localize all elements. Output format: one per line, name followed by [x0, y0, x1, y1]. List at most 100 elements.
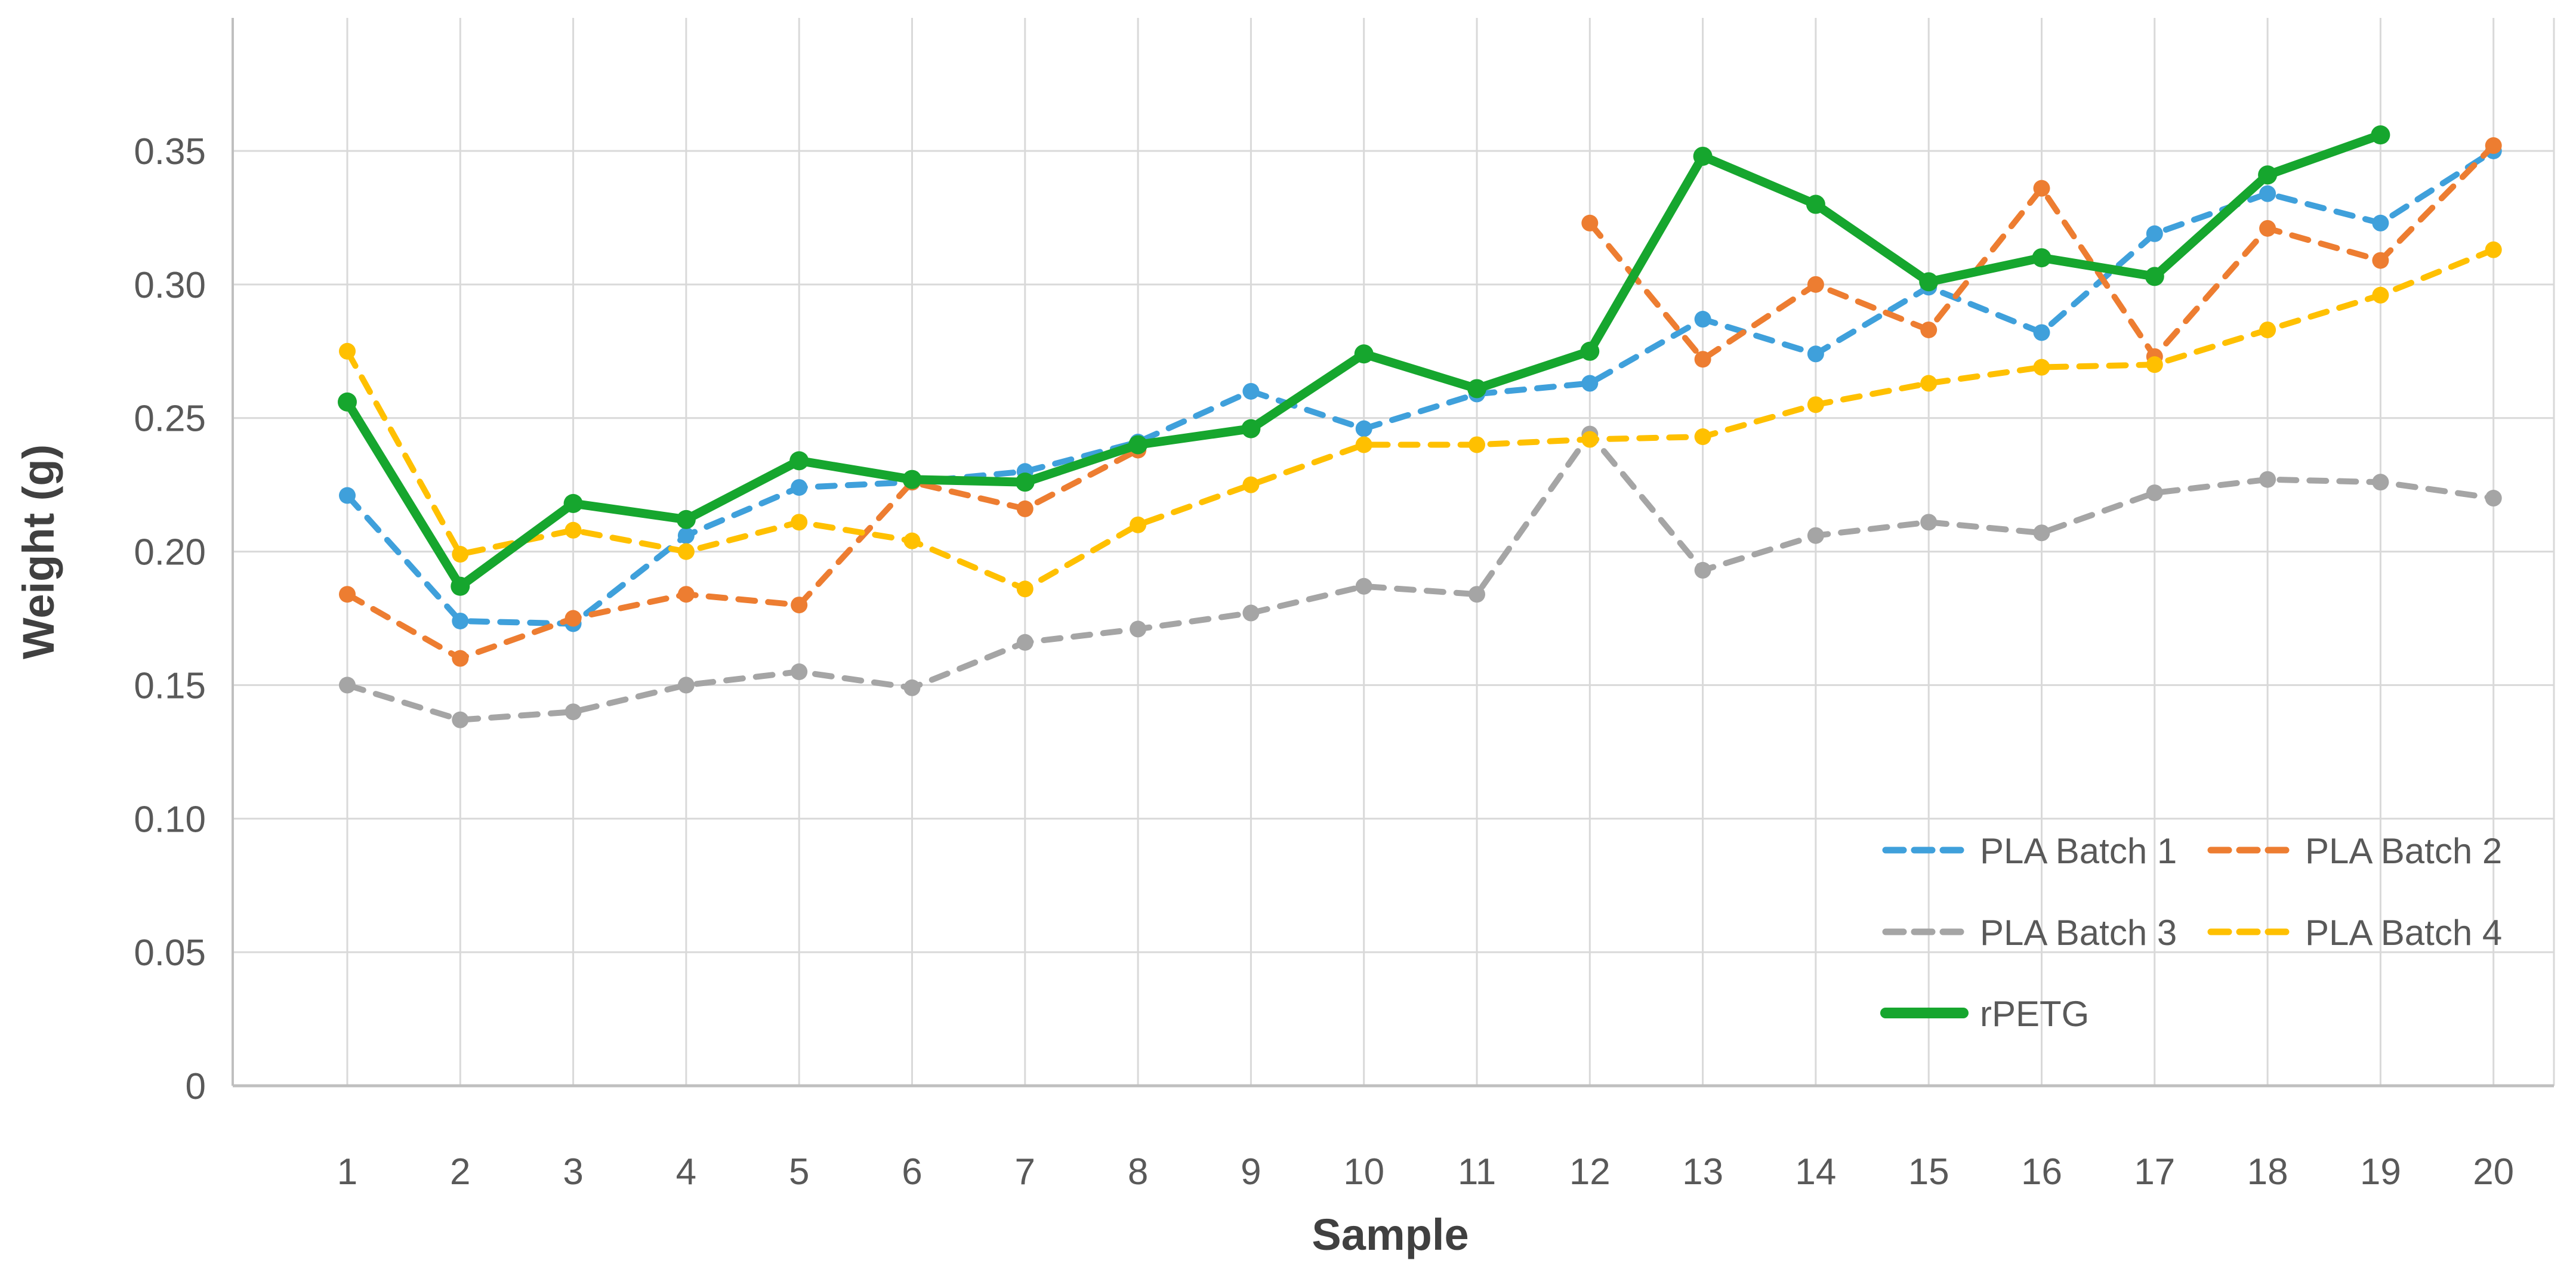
point-rpetg-s19 [2371, 125, 2390, 145]
x-tick-label-3: 3 [563, 1151, 583, 1193]
point-pla-batch-1-s4 [677, 527, 695, 544]
legend-label-pla-batch-3: PLA Batch 3 [1980, 913, 2177, 953]
point-pla-batch-1-s12 [1581, 375, 1599, 392]
point-rpetg-s5 [789, 451, 809, 471]
point-rpetg-s2 [451, 576, 470, 596]
y-tick-label-0.15: 0.15 [134, 665, 206, 706]
point-pla-batch-3-s5 [791, 663, 808, 681]
point-pla-batch-3-s10 [1355, 577, 1372, 595]
x-tick-label-8: 8 [1128, 1151, 1148, 1193]
y-axis-title: Weight (g) [14, 444, 63, 659]
point-pla-batch-3-s8 [1130, 620, 1147, 638]
point-pla-batch-2-s2 [452, 650, 469, 667]
point-pla-batch-3-s3 [564, 703, 582, 721]
point-pla-batch-3-s4 [677, 677, 695, 694]
point-pla-batch-2-s5 [791, 597, 808, 614]
point-pla-batch-2-s4 [677, 586, 695, 603]
y-tick-label-0.05: 0.05 [134, 932, 206, 974]
point-pla-batch-1-s18 [2259, 185, 2276, 202]
point-rpetg-s8 [1128, 435, 1148, 455]
point-pla-batch-3-s2 [452, 711, 469, 728]
point-rpetg-s17 [2145, 267, 2164, 286]
x-tick-label-2: 2 [450, 1151, 470, 1193]
point-pla-batch-4-s3 [564, 521, 582, 539]
y-tick-label-0.35: 0.35 [134, 131, 206, 172]
y-tick-label-0.25: 0.25 [134, 399, 206, 440]
series-line-pla-batch-3 [344, 431, 2497, 723]
point-pla-batch-3-s11 [1469, 586, 1485, 603]
point-pla-batch-4-s19 [2372, 286, 2389, 304]
point-pla-batch-2-s19 [2372, 252, 2389, 269]
x-tick-label-12: 12 [1569, 1151, 1611, 1193]
point-pla-batch-2-s14 [1807, 276, 1824, 293]
point-rpetg-s10 [1354, 344, 1374, 364]
point-pla-batch-4-s2 [452, 546, 469, 563]
x-tick-label-6: 6 [902, 1151, 922, 1193]
point-rpetg-s14 [1806, 194, 1825, 214]
point-pla-batch-4-s7 [1016, 580, 1034, 598]
point-pla-batch-1-s16 [2033, 324, 2050, 341]
x-tick-label-15: 15 [1908, 1151, 1949, 1193]
point-pla-batch-1-s19 [2372, 214, 2389, 231]
point-pla-batch-2-s20 [2485, 137, 2502, 155]
point-pla-batch-3-s1 [339, 677, 356, 694]
point-pla-batch-4-s13 [1694, 428, 1711, 446]
point-pla-batch-1-s10 [1355, 420, 1372, 437]
x-tick-label-14: 14 [1795, 1151, 1836, 1193]
point-pla-batch-4-s1 [339, 342, 356, 360]
x-tick-label-1: 1 [337, 1151, 357, 1193]
x-tick-label-19: 19 [2360, 1151, 2401, 1193]
point-pla-batch-3-s9 [1242, 604, 1260, 622]
x-tick-label-4: 4 [676, 1151, 696, 1193]
point-rpetg-s11 [1467, 379, 1486, 399]
x-tick-label-11: 11 [1458, 1151, 1496, 1193]
point-pla-batch-3-s13 [1694, 561, 1711, 579]
x-tick-label-5: 5 [789, 1151, 809, 1193]
point-rpetg-s9 [1241, 419, 1261, 438]
point-pla-batch-4-s8 [1130, 516, 1147, 533]
point-pla-batch-4-s14 [1807, 396, 1824, 413]
x-tick-label-13: 13 [1682, 1151, 1723, 1193]
x-tick-label-9: 9 [1241, 1151, 1261, 1193]
point-pla-batch-3-s16 [2033, 524, 2050, 542]
point-rpetg-s6 [902, 470, 922, 489]
x-tick-label-17: 17 [2134, 1151, 2175, 1193]
point-pla-batch-2-s13 [1694, 351, 1711, 368]
point-pla-batch-4-s12 [1581, 431, 1599, 448]
point-rpetg-s7 [1015, 472, 1035, 492]
point-pla-batch-4-s6 [903, 532, 921, 549]
x-tick-label-20: 20 [2473, 1151, 2514, 1193]
point-rpetg-s4 [676, 509, 696, 529]
point-pla-batch-2-s12 [1581, 214, 1599, 231]
point-rpetg-s13 [1693, 146, 1713, 166]
point-pla-batch-4-s18 [2259, 321, 2276, 338]
point-pla-batch-4-s9 [1242, 476, 1260, 493]
y-tick-label-0.10: 0.10 [134, 799, 206, 840]
point-pla-batch-4-s10 [1355, 436, 1372, 453]
point-pla-batch-1-s17 [2146, 225, 2163, 242]
y-tick-label-0: 0 [186, 1066, 206, 1107]
series-line-pla-batch-4 [344, 246, 2497, 592]
point-pla-batch-3-s7 [1016, 634, 1034, 651]
x-tick-label-16: 16 [2021, 1151, 2062, 1193]
y-tick-label-0.30: 0.30 [134, 265, 206, 306]
x-tick-label-10: 10 [1343, 1151, 1384, 1193]
point-pla-batch-4-s11 [1469, 436, 1485, 453]
point-pla-batch-2-s18 [2259, 220, 2276, 237]
point-pla-batch-3-s15 [1920, 514, 1938, 531]
y-tick-label-0.20: 0.20 [134, 532, 206, 573]
x-tick-label-7: 7 [1015, 1151, 1035, 1193]
point-pla-batch-2-s1 [339, 586, 356, 603]
point-pla-batch-1-s13 [1694, 311, 1711, 328]
series-line-pla-batch-1 [344, 148, 2497, 627]
point-pla-batch-1-s1 [339, 487, 356, 504]
point-pla-batch-1-s9 [1242, 382, 1260, 400]
point-pla-batch-4-s16 [2033, 359, 2050, 376]
point-pla-batch-4-s17 [2146, 356, 2163, 373]
point-pla-batch-2-s3 [564, 610, 582, 627]
point-pla-batch-1-s5 [791, 479, 808, 496]
legend-label-pla-batch-4: PLA Batch 4 [2305, 913, 2502, 953]
point-pla-batch-2-s15 [1920, 321, 1938, 338]
point-pla-batch-2-s16 [2033, 180, 2050, 197]
